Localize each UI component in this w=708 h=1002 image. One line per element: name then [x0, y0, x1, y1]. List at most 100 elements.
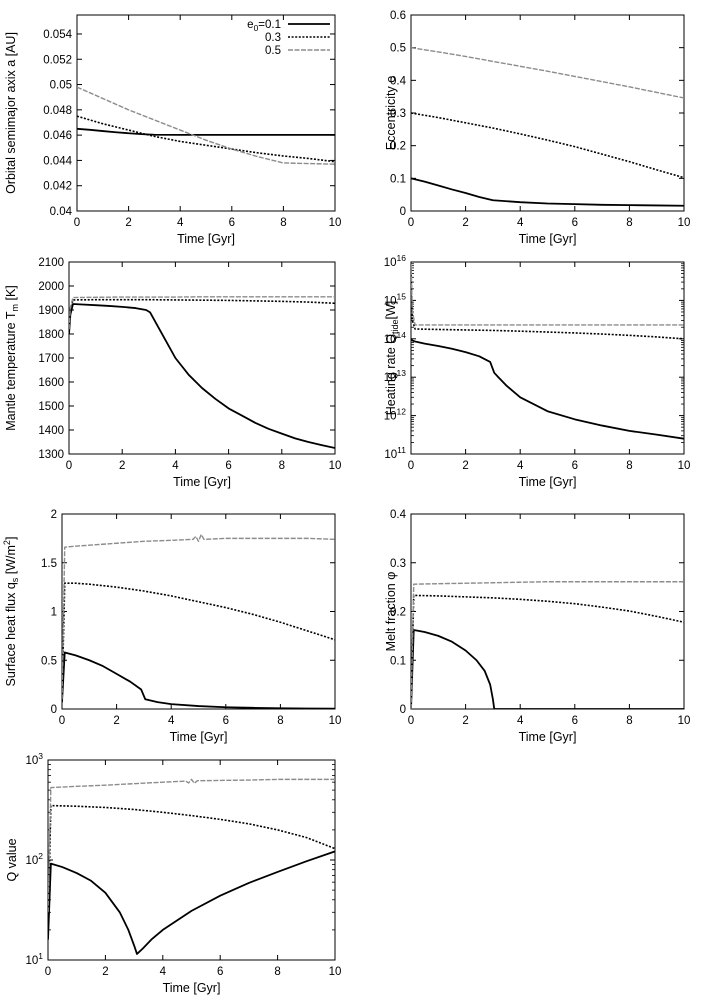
x-axis-label: Time [Gyr]: [173, 475, 231, 489]
series-line-e0-0-1: [69, 303, 335, 449]
series-line-e0-0-3: [411, 270, 684, 340]
panel-melt-fraction: 0 2 4 6 8 10 0 0.1 0.2 0.3 0.4 Time [Gyr] Melt fract…: [384, 509, 690, 744]
series-line-e0-0-3: [411, 112, 684, 179]
x-tick-label: 0: [74, 217, 80, 229]
y-tick-label: 1015: [384, 291, 407, 307]
series-line-e0-0-3: [411, 594, 684, 709]
y-tick-label: 0.048: [43, 105, 72, 117]
series-line-e0-0-3: [62, 582, 335, 700]
x-tick-label: 4: [517, 715, 524, 727]
panel-surface-heat-flux: 0 2 4 6 8 10 0 0.5 1 1.5 2 Time [Gyr] Surface heat f…: [2, 509, 341, 744]
panel-eccentricity: 0 2 4 6 8 10 0 0.1 0.2 0.3 0.4 0.5 0.6 Time [Gyr] Ecce…: [384, 10, 690, 246]
y-axis-label: Heating rate Qtide[W]: [384, 301, 400, 416]
y-axis-label: Eccentricity e: [384, 76, 398, 150]
plot-frame: [410, 14, 685, 212]
x-tick-label: 8: [280, 217, 286, 229]
y-tick-label: 0.5: [41, 655, 57, 667]
plot-frame: [47, 759, 336, 961]
x-axis-label: Time [Gyr]: [163, 981, 221, 995]
series-line-e0-0-1: [411, 177, 684, 207]
x-tick-label: 10: [678, 460, 691, 472]
y-tick-label: 0.04: [50, 206, 73, 218]
x-tick-label: 2: [462, 460, 468, 472]
x-tick-label: 10: [329, 460, 342, 472]
legend-label-e0-0-3: 0.3: [265, 32, 281, 44]
y-tick-label: 1900: [38, 305, 64, 317]
x-tick-label: 10: [329, 966, 342, 978]
y-tick-label: 0.1: [390, 173, 406, 185]
series-line-e0-0-1: [411, 629, 684, 709]
panel-mantle-temperature: 0 2 4 6 8 10 1300 1400 1500 1600 1700 1800 1900 2000 2…: [4, 257, 341, 489]
y-tick-label: 1012: [384, 407, 407, 423]
x-tick-label: 8: [279, 460, 285, 472]
y-tick-label: 0.1: [390, 655, 406, 667]
series-line-e0-0-3: [69, 298, 335, 332]
x-tick-label: 4: [517, 217, 524, 229]
x-tick-label: 6: [572, 217, 578, 229]
y-tick-label: 1300: [38, 449, 64, 461]
y-tick-label: 1014: [384, 330, 407, 346]
y-tick-label: 0.044: [43, 155, 72, 167]
y-tick-label: 2100: [38, 257, 64, 269]
y-tick-label: 1600: [38, 377, 64, 389]
y-axis-label: Mantle temperature Tm [K]: [4, 285, 20, 431]
y-tick-label: 0.4: [390, 509, 407, 521]
y-tick-label: 1400: [38, 425, 64, 437]
plot-frame: [68, 261, 336, 455]
legend-label-e0-0-1: e0=0.1: [247, 19, 281, 33]
x-tick-label: 6: [229, 217, 235, 229]
x-tick-label: 6: [572, 715, 578, 727]
y-tick-label: 0: [400, 704, 406, 716]
x-tick-label: 4: [168, 715, 175, 727]
panel-semimajor-axis: 0 2 4 6 8 10 0.04 0.042 0.044 0.046 0.048 0.05 0.052…: [4, 14, 342, 246]
y-tick-label: 0: [51, 704, 57, 716]
y-tick-label: 2000: [38, 281, 64, 293]
x-tick-label: 6: [572, 460, 578, 472]
x-tick-label: 0: [59, 715, 65, 727]
y-tick-label: 101: [25, 951, 43, 967]
x-axis-label: Time [Gyr]: [519, 475, 577, 489]
x-tick-label: 4: [517, 460, 524, 472]
panel-q-value: 0 2 4 6 8 10 101 102 103 Time [Gyr] Q value: [5, 751, 341, 995]
series-line-e0-0-5: [77, 86, 335, 165]
x-tick-label: 10: [329, 217, 342, 229]
series-line-e0-0-1: [411, 338, 684, 440]
y-axis-label: Q value: [5, 838, 19, 881]
series-line-e0-0-5: [411, 263, 684, 326]
x-axis-label: Time [Gyr]: [519, 730, 577, 744]
series-line-e0-0-5: [69, 296, 335, 330]
y-axis-label: Melt fraction φ: [384, 572, 398, 652]
y-tick-label: 0.2: [390, 607, 406, 619]
y-tick-label: 0.054: [43, 29, 72, 41]
x-tick-label: 2: [113, 715, 119, 727]
x-tick-label: 4: [160, 966, 167, 978]
x-tick-label: 0: [66, 460, 72, 472]
x-tick-label: 8: [626, 715, 632, 727]
y-tick-label: 1500: [38, 401, 64, 413]
x-tick-label: 6: [223, 715, 229, 727]
plot-frame: [61, 513, 336, 710]
x-tick-label: 0: [408, 460, 414, 472]
plot-frame: [410, 513, 685, 710]
y-tick-label: 1011: [384, 445, 406, 461]
y-tick-label: 0: [400, 206, 406, 218]
x-tick-label: 2: [119, 460, 125, 472]
y-tick-label: 0.052: [43, 54, 72, 66]
plot-frame: [76, 14, 336, 212]
x-tick-label: 0: [408, 217, 414, 229]
y-tick-label: 0.3: [390, 558, 406, 570]
x-tick-label: 0: [45, 966, 51, 978]
panel-heating-rate: 0 2 4 6 8 10 1011 1012 1013 1014 1015 1016 Time [Gyr…: [384, 253, 691, 489]
y-tick-label: 0.4: [390, 75, 407, 87]
series-line-e0-0-1: [77, 127, 335, 136]
x-tick-label: 8: [274, 966, 280, 978]
y-tick-label: 103: [25, 751, 43, 767]
y-tick-label: 1016: [384, 253, 407, 269]
series-line-e0-0-5: [48, 778, 335, 913]
series-line-e0-0-5: [411, 46, 684, 99]
x-tick-label: 8: [626, 460, 632, 472]
plot-frame: [410, 261, 685, 455]
y-tick-label: 1: [51, 607, 57, 619]
x-tick-label: 2: [125, 217, 131, 229]
